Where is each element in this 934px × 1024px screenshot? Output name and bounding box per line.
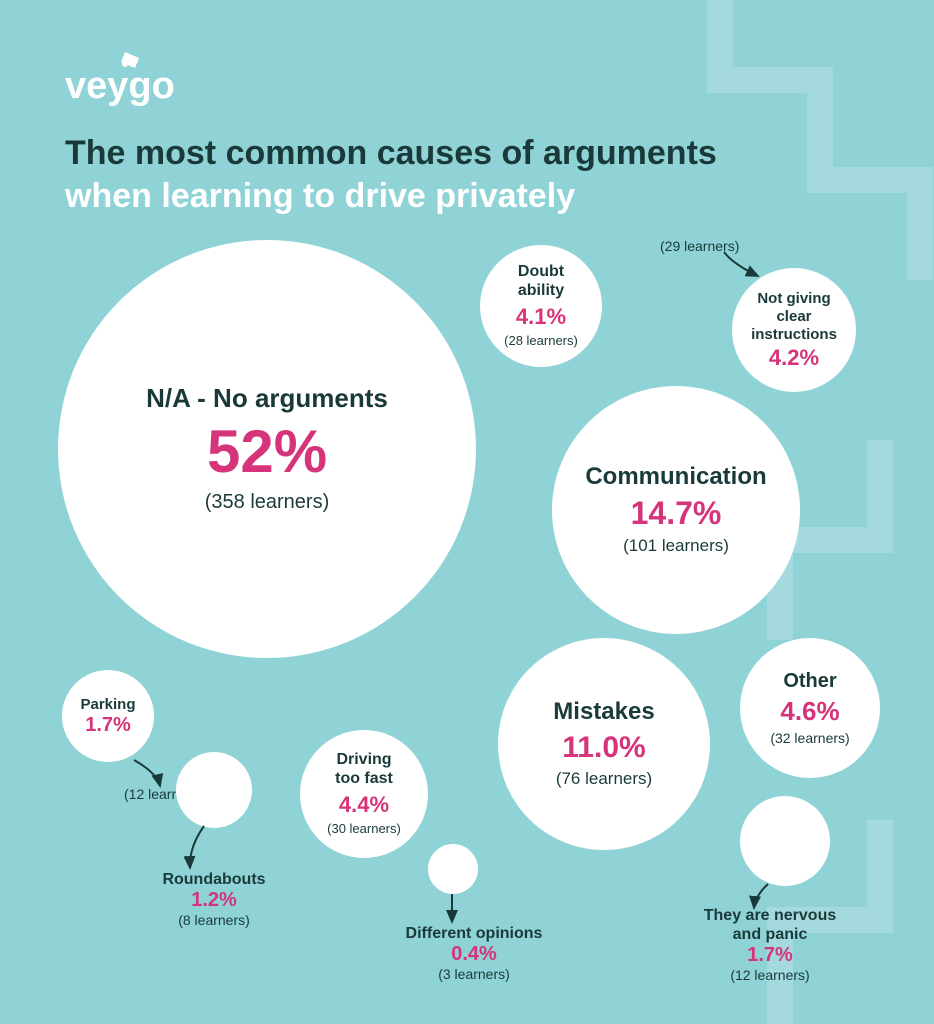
svg-text:veygo: veygo [65, 65, 175, 107]
annot-percentage: 1.7% [680, 944, 860, 966]
annot-learners: (8 learners) [124, 911, 304, 929]
bubble-label: Parking [80, 696, 135, 714]
bubble-learners: (30 learners) [327, 821, 401, 838]
bubble-label: Other [783, 669, 836, 693]
bubble-learners: (76 learners) [556, 768, 652, 790]
bubble-not_clear: Not givingclearinstructions4.2% [732, 268, 856, 392]
bubble-percentage: 52% [207, 419, 327, 485]
bubble-percentage: 11.0% [562, 731, 645, 764]
bubble-percentage: 4.2% [769, 346, 819, 370]
annot-learners: (3 learners) [384, 965, 564, 983]
bubble-label: Communication [585, 463, 766, 492]
annot-label: Different opinions [384, 924, 564, 943]
annot-diff_opinions: Different opinions0.4%(3 learners) [384, 924, 564, 983]
bubble-learners: (28 learners) [504, 333, 578, 350]
bubble-mistakes: Mistakes 11.0% (76 learners) [498, 638, 710, 850]
bubble-percentage: 4.1% [516, 305, 566, 329]
bubble-driving_fast: Drivingtoo fast 4.4% (30 learners) [300, 730, 428, 858]
bubble-communication: Communication 14.7% (101 learners) [552, 386, 800, 634]
bubble-percentage: 4.6% [780, 697, 839, 726]
bubble-percentage: 4.4% [339, 793, 389, 817]
bubble-learners: (358 learners) [205, 489, 330, 515]
bubble-percentage: 14.7% [631, 496, 722, 531]
annot-roundabouts: Roundabouts1.2%(8 learners) [124, 870, 304, 929]
bubble-label: N/A - No arguments [146, 383, 388, 414]
bubble-label: Not givingclearinstructions [751, 290, 837, 344]
bubble-no_arguments: N/A - No arguments 52% (358 learners) [58, 240, 476, 658]
annot-not_clear: (29 learners) [660, 238, 739, 256]
bubble-learners: (101 learners) [623, 535, 729, 557]
annot-learners: (12 learners) [680, 966, 860, 984]
bubble-doubt_ability: Doubtability 4.1% (28 learners) [480, 245, 602, 367]
title-line-1: The most common causes of arguments [65, 132, 717, 175]
bubble-roundabouts [176, 752, 252, 828]
bubble-label: Mistakes [553, 698, 654, 727]
annot-nervous_panic: They are nervousand panic1.7%(12 learner… [680, 906, 860, 985]
bubble-nervous_panic [740, 796, 830, 886]
bubble-learners: (32 learners) [770, 729, 849, 747]
bubble-label: Doubtability [518, 262, 564, 300]
chart-title: The most common causes of arguments when… [65, 132, 717, 217]
bubble-diff_opinions [428, 844, 478, 894]
infographic-container: veygo The most common causes of argument… [0, 0, 934, 1024]
title-line-2: when learning to drive privately [65, 175, 717, 218]
bubble-other: Other 4.6% (32 learners) [740, 638, 880, 778]
annot-label: Roundabouts [124, 870, 304, 889]
brand-logo: veygo [65, 50, 215, 115]
annot-percentage: 0.4% [384, 943, 564, 965]
bubble-percentage: 1.7% [85, 714, 131, 736]
bubble-label: Drivingtoo fast [335, 750, 393, 788]
bubble-parking: Parking1.7% [62, 670, 154, 762]
annot-label: They are nervousand panic [680, 906, 860, 944]
annot-percentage: 1.2% [124, 889, 304, 911]
